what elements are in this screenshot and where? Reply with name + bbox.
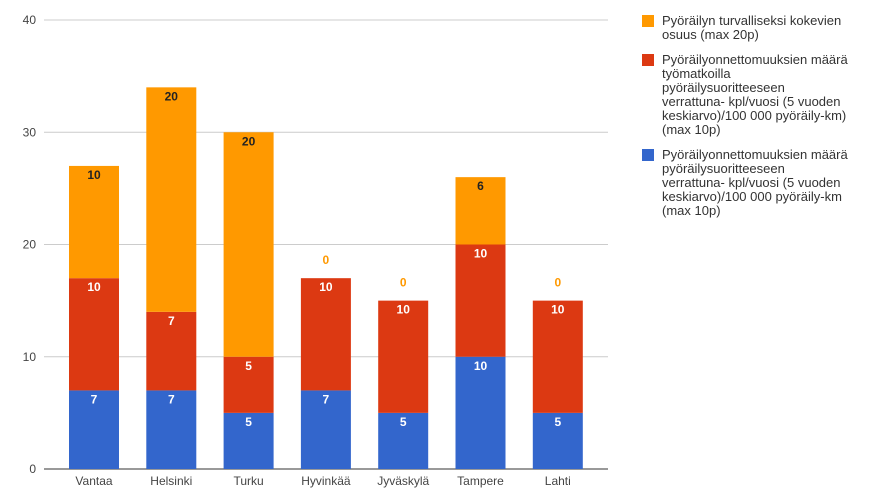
- category-label: Hyvinkää: [301, 474, 351, 488]
- y-tick-label: 0: [29, 462, 36, 476]
- bar-segment: [300, 390, 351, 469]
- legend-entry-text: keskiarvo)/100 000 pyöräily-km: [662, 189, 842, 204]
- bar-segment: [223, 132, 274, 357]
- category-label: Helsinki: [150, 474, 192, 488]
- legend-entry-text: keskiarvo)/100 000 pyöräily-km): [662, 108, 846, 123]
- legend-entry-text: Pyöräilyonnettomuuksien määrä: [662, 147, 848, 162]
- bar-segment: [378, 300, 429, 413]
- y-tick-label: 40: [23, 13, 37, 27]
- data-label: 6: [477, 179, 484, 193]
- legend-entry-text: pyöräilysuoritteeseen: [662, 80, 785, 95]
- legend-entry-text: työmatkoilla: [662, 66, 731, 81]
- bar-segment: [69, 390, 119, 469]
- legend-entry-text: Pyöräilyn turvalliseksi kokevien: [662, 13, 841, 28]
- bar-segment: [146, 87, 197, 312]
- legend-swatch: [642, 54, 654, 66]
- y-tick-label: 10: [23, 350, 37, 364]
- data-label: 5: [245, 359, 252, 373]
- data-label: 20: [242, 134, 256, 148]
- bar-segment: [455, 356, 506, 469]
- legend-entry-text: (max 10p): [662, 203, 721, 218]
- data-label: 0: [554, 276, 561, 290]
- data-label: 5: [554, 415, 561, 429]
- category-label: Vantaa: [75, 474, 112, 488]
- axes: 0 10 20 30 40 Vantaa Helsinki Turku Hyvinkää Jyvä…: [23, 13, 571, 488]
- data-label: 7: [168, 314, 175, 328]
- category-label: Turku: [233, 474, 263, 488]
- bars: [69, 87, 583, 469]
- category-label: Tampere: [457, 474, 504, 488]
- legend-entry-text: osuus (max 20p): [662, 27, 759, 42]
- bar-segment: [223, 412, 274, 469]
- data-labels: 7 10 10 7 7 20 5 5 20 7 10 0 5 10 0 10 10 6 5 10 0: [87, 89, 564, 429]
- data-label: 5: [245, 415, 252, 429]
- y-tick-label: 20: [23, 238, 37, 252]
- category-label: Jyväskylä: [377, 474, 429, 488]
- legend-entry-text: verrattuna- kpl/vuosi (5 vuoden: [662, 175, 840, 190]
- data-label: 10: [87, 280, 101, 294]
- bar-segment: [455, 244, 506, 357]
- legend-entry-text: verrattuna- kpl/vuosi (5 vuoden: [662, 94, 840, 109]
- bar-segment: [455, 177, 506, 245]
- legend-entry-text: pyöräilysuoritteeseen: [662, 161, 785, 176]
- bar-segment: [69, 165, 119, 279]
- bar-segment: [146, 390, 197, 469]
- bar-segment: [300, 278, 351, 391]
- data-label: 7: [323, 392, 330, 406]
- legend-swatch: [642, 149, 654, 161]
- data-label: 0: [323, 253, 330, 267]
- data-label: 7: [91, 392, 98, 406]
- bar-segment: [532, 300, 583, 413]
- bar-segment: [532, 412, 583, 469]
- data-label: 10: [397, 303, 411, 317]
- bar-segment: [146, 311, 197, 391]
- category-label: Lahti: [545, 474, 571, 488]
- y-tick-label: 30: [23, 125, 37, 139]
- data-label: 7: [168, 392, 175, 406]
- legend-entry-text: Pyöräilyonnettomuuksien määrä: [662, 52, 848, 67]
- data-label: 10: [474, 359, 488, 373]
- bar-segment: [69, 278, 119, 391]
- data-label: 10: [319, 280, 333, 294]
- legend-swatch: [642, 15, 654, 27]
- data-label: 10: [87, 168, 101, 182]
- bar-segment: [378, 412, 429, 469]
- data-label: 5: [400, 415, 407, 429]
- data-label: 10: [474, 247, 488, 261]
- data-label: 0: [400, 276, 407, 290]
- gridlines: [44, 19, 608, 470]
- legend-entry-text: (max 10p): [662, 122, 721, 137]
- data-label: 20: [165, 89, 179, 103]
- bar-segment: [223, 356, 274, 413]
- data-label: 10: [551, 303, 565, 317]
